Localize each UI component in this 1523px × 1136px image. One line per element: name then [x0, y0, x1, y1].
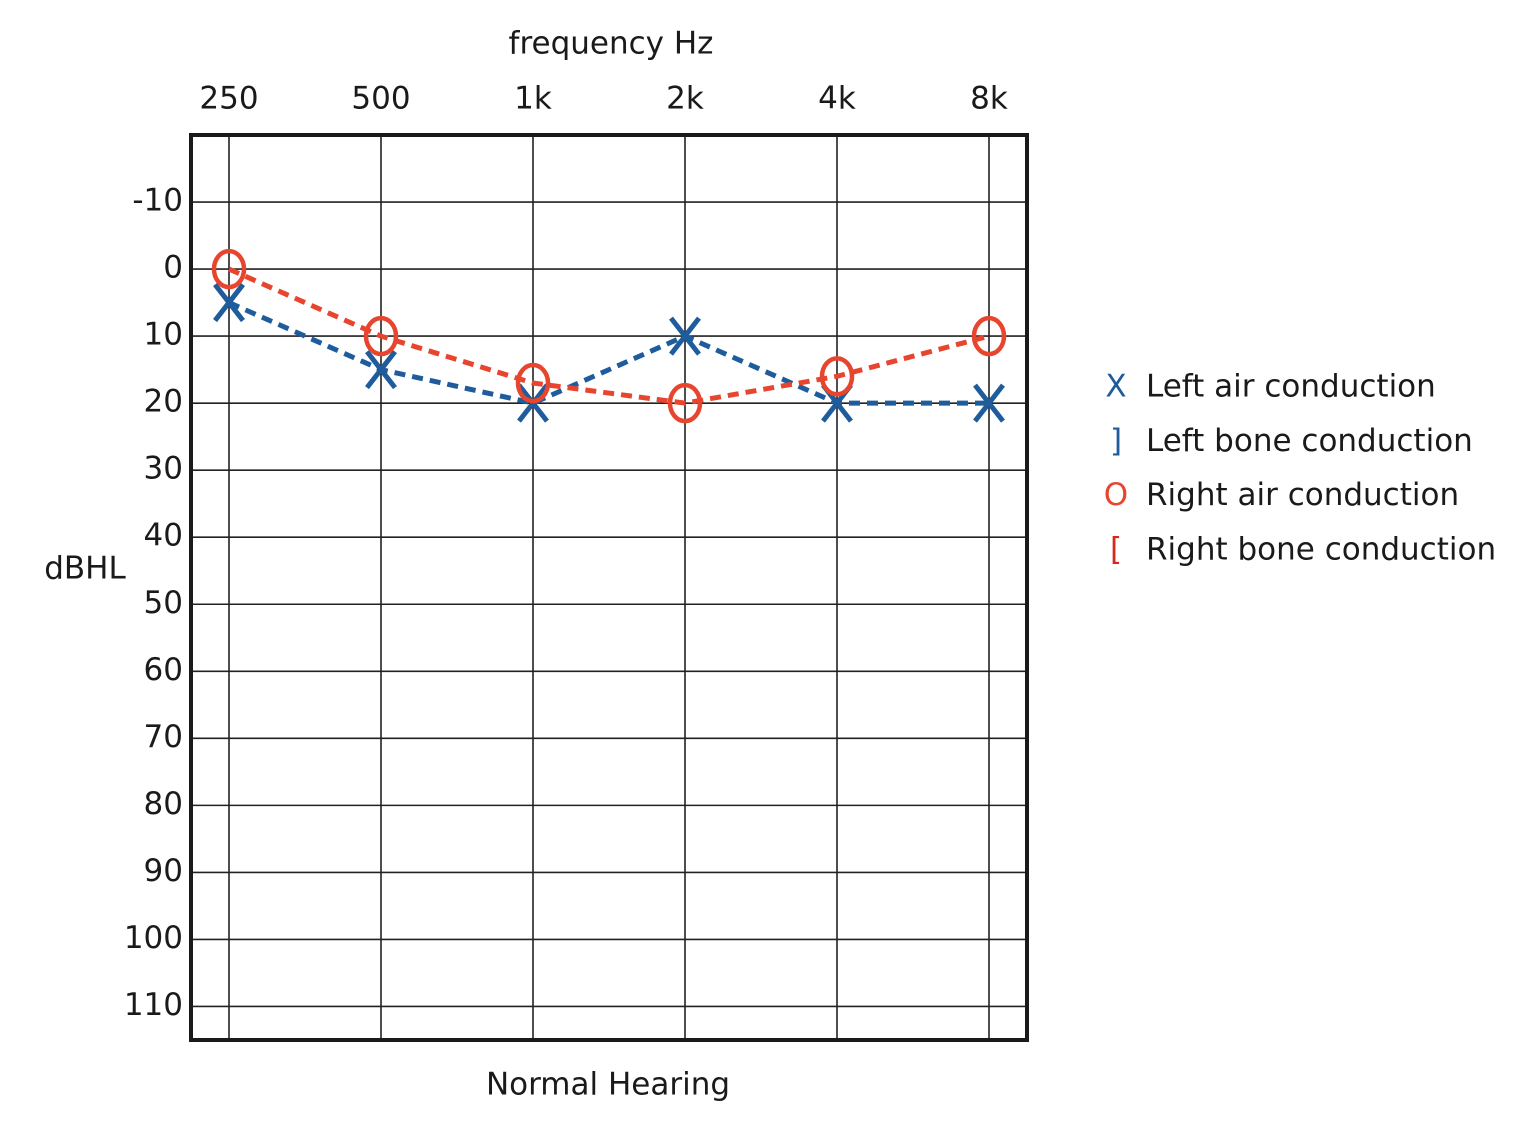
marker-o: [971, 315, 1007, 357]
y-tick-label: 90: [144, 853, 183, 889]
legend-marker: O: [1104, 477, 1128, 513]
y-tick-label: 50: [144, 585, 183, 621]
x-tick-label: 2k: [666, 81, 704, 117]
marker-x: [973, 383, 1005, 423]
x-tick-label: 1k: [514, 81, 552, 117]
y-tick-label: 40: [144, 518, 183, 554]
legend-marker: ]: [1110, 423, 1122, 459]
marker-o: [819, 356, 855, 397]
legend-label: Right air conduction: [1146, 477, 1459, 513]
legend-marker: X: [1105, 369, 1126, 405]
series-line: [227, 266, 990, 406]
y-tick-label: -10: [132, 183, 183, 219]
y-tick-label: 30: [144, 451, 183, 487]
x-tick-label: 8k: [970, 81, 1008, 117]
marker-o: [211, 248, 247, 290]
marker-x: [365, 350, 397, 390]
y-tick-label: 110: [124, 987, 183, 1023]
y-tick-label: 10: [144, 317, 183, 353]
y-tick-label: 0: [163, 250, 183, 286]
legend-label: Left air conduction: [1146, 369, 1436, 405]
marker-o: [363, 315, 399, 357]
marker-x: [669, 316, 701, 356]
marker-o: [667, 382, 703, 424]
x-tick-label: 4k: [818, 81, 856, 117]
y-tick-label: 70: [144, 719, 183, 755]
series-line: [227, 300, 989, 406]
marker-o: [515, 362, 551, 404]
y-tick-label: 80: [144, 786, 183, 822]
plot-frame: [189, 133, 1029, 1042]
x-tick-label: 250: [199, 81, 258, 117]
legend-label: Right bone conduction: [1146, 531, 1496, 567]
y-tick-label: 60: [144, 652, 183, 688]
x-tick-label: 500: [351, 81, 410, 117]
y-axis-label: dBHL: [44, 551, 126, 587]
y-tick-label: 20: [144, 384, 183, 420]
chart-title: frequency Hz: [509, 26, 714, 62]
y-tick-label: 100: [124, 920, 183, 956]
legend-marker: [: [1110, 531, 1122, 567]
x-axis-label: Normal Hearing: [486, 1067, 730, 1103]
legend-label: Left bone conduction: [1146, 423, 1473, 459]
marker-x: [213, 283, 245, 323]
